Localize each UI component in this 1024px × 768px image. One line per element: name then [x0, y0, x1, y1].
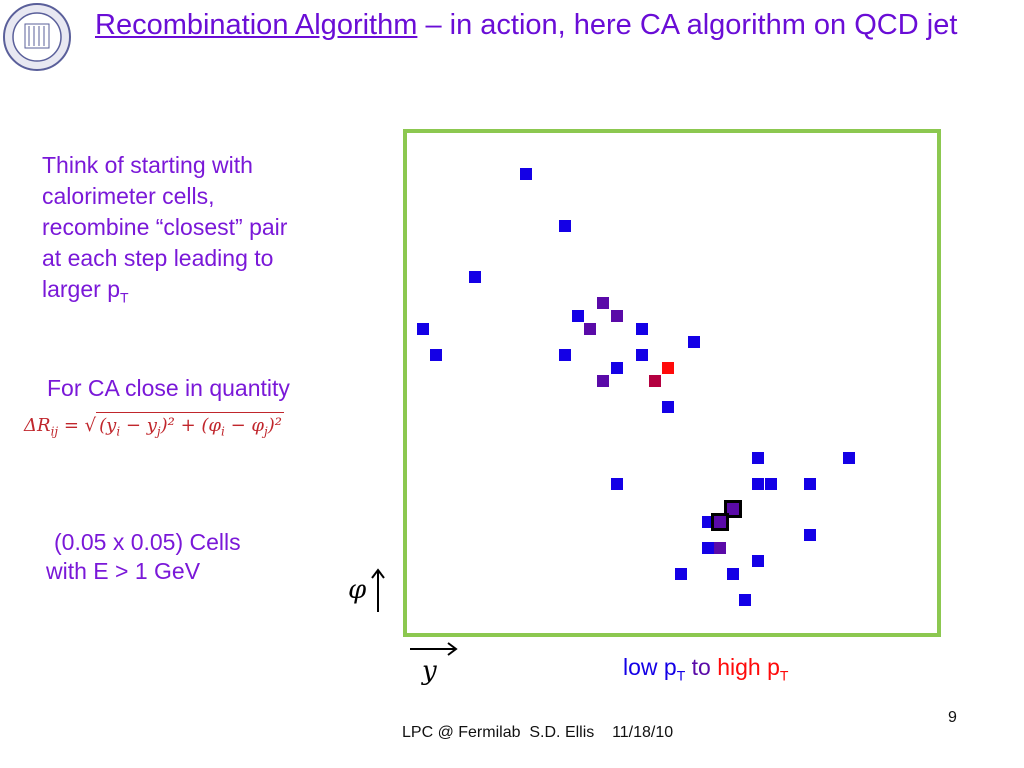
calorimeter-cell [804, 529, 816, 541]
f-eq: = √ [58, 415, 97, 436]
calorimeter-cell [739, 594, 751, 606]
footer: LPC @ Fermilab S.D. Ellis 11/18/10 [402, 724, 674, 741]
f-part: j [263, 424, 268, 439]
calorimeter-cell [714, 542, 726, 554]
calorimeter-cell [611, 310, 623, 322]
calorimeter-cell [649, 375, 661, 387]
calorimeter-cell [469, 271, 481, 283]
calorimeter-cell [727, 503, 739, 515]
calorimeter-cell [702, 542, 714, 554]
calorimeter-cell [688, 336, 700, 348]
legend-low: low p [623, 654, 677, 680]
calorimeter-cell [662, 362, 674, 374]
calorimeter-cell [804, 478, 816, 490]
f-part: − φ [224, 415, 264, 436]
legend-sub: T [676, 667, 686, 684]
calorimeter-cell [675, 568, 687, 580]
calorimeter-cell [597, 297, 609, 309]
calorimeter-cell [430, 349, 442, 361]
calorimeter-cell [765, 478, 777, 490]
calorimeter-cell [702, 516, 714, 528]
f-part: i [116, 424, 121, 439]
text-line: calorimeter cells, [42, 183, 215, 209]
slide-title: Recombination Algorithm – in action, her… [95, 6, 1015, 44]
legend-high: high p [717, 654, 780, 680]
subscript: T [119, 289, 129, 306]
calorimeter-cell [662, 401, 674, 413]
calorimeter-cell [636, 323, 648, 335]
f-part: (y [99, 415, 117, 436]
intro-paragraph: Think of starting with calorimeter cells… [42, 150, 287, 314]
legend-sub: T [779, 667, 789, 684]
calorimeter-plot [403, 129, 941, 637]
calorimeter-cell [611, 362, 623, 374]
calorimeter-cell [597, 375, 609, 387]
calorimeter-cell [584, 323, 596, 335]
y-symbol: y [422, 656, 437, 686]
f-radicand: (yi − yj)² + (φi − φj)² [96, 412, 284, 439]
university-seal-logo [3, 3, 71, 71]
calorimeter-cell [714, 516, 726, 528]
title-link[interactable]: Recombination Algorithm [95, 9, 418, 41]
color-legend: low pT to high pT [623, 654, 788, 684]
calorimeter-cell [572, 310, 584, 322]
calorimeter-cell [559, 220, 571, 232]
ca-quantity-text: For CA close in quantity [47, 375, 290, 401]
calorimeter-cell [520, 168, 532, 180]
calorimeter-cell [843, 452, 855, 464]
text-line: larger pT [42, 274, 287, 314]
calorimeter-cell [417, 323, 429, 335]
y-axis-label: y [422, 656, 437, 686]
text-line: recombine “closest” pair [42, 214, 288, 240]
calorimeter-cell [636, 349, 648, 361]
right-arrow-icon [410, 642, 458, 656]
calorimeter-cell [611, 478, 623, 490]
phi-axis-label: φ [348, 568, 386, 612]
legend-to: to [685, 654, 718, 680]
title-rest: – in action, here CA algorithm on QCD je… [417, 9, 958, 41]
f-sub: ij [50, 424, 59, 439]
text-line: Think of starting with [42, 152, 253, 178]
f-part: )² + (φ [160, 415, 221, 436]
text: larger p [42, 276, 120, 302]
f-part: )² [267, 415, 282, 436]
calorimeter-cell [727, 568, 739, 580]
f-part: − y [120, 415, 157, 436]
page-number: 9 [948, 709, 957, 726]
f-lhs: ΔR [24, 415, 51, 436]
f-part: j [156, 424, 161, 439]
up-arrow-icon [371, 568, 386, 612]
text-line: (0.05 x 0.05) Cells [54, 529, 241, 555]
f-part: i [221, 424, 225, 439]
calorimeter-cell [752, 452, 764, 464]
cells-paragraph: (0.05 x 0.05) Cells with E > 1 GeV [46, 528, 241, 586]
calorimeter-cell [752, 555, 764, 567]
calorimeter-cell [559, 349, 571, 361]
phi-symbol: φ [348, 575, 367, 605]
text-line: with E > 1 GeV [46, 558, 201, 584]
calorimeter-cell [752, 478, 764, 490]
delta-r-formula: ΔRij = √ (yi − yj)² + (φi − φj)² [24, 412, 284, 439]
text-line: at each step leading to [42, 245, 274, 271]
